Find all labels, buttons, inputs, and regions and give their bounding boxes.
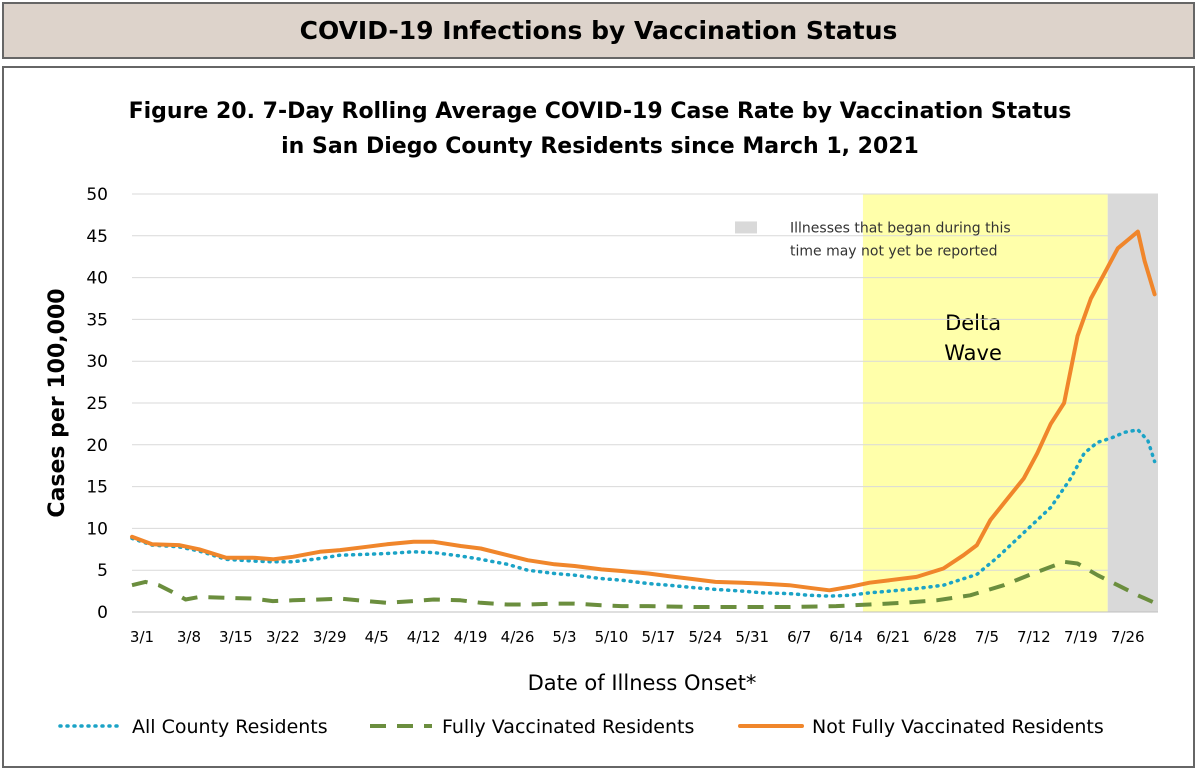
x-tick-label: 3/29 [313, 628, 347, 646]
legend: All County Residents Fully Vaccinated Res… [58, 716, 1104, 738]
region-label-delta: Delta [945, 311, 1001, 335]
y-tick-label: 20 [86, 436, 108, 456]
x-tick-label: 7/26 [1111, 628, 1145, 646]
x-tick-label: 4/19 [454, 628, 488, 646]
y-tick-label: 30 [86, 352, 108, 372]
x-tick-label: 7/5 [975, 628, 999, 646]
x-tick-label: 3/15 [219, 628, 253, 646]
series-line-2 [131, 559, 1156, 609]
annotation-text: Illnesses that began during this [790, 220, 1011, 236]
x-axis-title: Date of Illness Onset* [528, 671, 757, 695]
y-tick-label: 0 [97, 603, 108, 623]
x-tick-label: 6/28 [923, 628, 957, 646]
y-tick-label: 40 [86, 269, 108, 289]
series-lines [130, 229, 1157, 609]
banner: COVID-19 Infections by Vaccination Statu… [2, 2, 1195, 59]
series-line-1 [130, 428, 1157, 598]
x-tick-label: 5/17 [642, 628, 676, 646]
y-tick-label: 50 [86, 185, 108, 205]
x-tick-label: 7/19 [1064, 628, 1098, 646]
x-tick-label: 5/10 [595, 628, 629, 646]
annotation-swatch [735, 221, 757, 234]
x-tick-label: 3/22 [266, 628, 300, 646]
legend-label-1: All County Residents [132, 716, 328, 738]
legend-label-2: Fully Vaccinated Residents [442, 716, 694, 738]
series-line-3 [130, 229, 1157, 593]
legend-label-3: Not Fully Vaccinated Residents [812, 716, 1104, 738]
banner-title: COVID-19 Infections by Vaccination Statu… [299, 16, 898, 45]
x-tick-label: 5/24 [688, 628, 722, 646]
y-tick-label: 15 [86, 478, 108, 498]
y-tick-label: 5 [97, 561, 108, 581]
chart-subtitle: in San Diego County Residents since Marc… [281, 134, 919, 159]
annotation-text: time may not yet be reported [790, 243, 997, 259]
y-tick-label: 35 [86, 310, 108, 330]
annotation: Illnesses that began during this time may… [735, 220, 1011, 259]
x-tick-label: 5/31 [735, 628, 769, 646]
y-axis-title: Cases per 100,000 [45, 288, 70, 517]
x-tick-label: 3/1 [130, 628, 154, 646]
x-tick-label: 6/14 [829, 628, 863, 646]
y-tick-label: 45 [86, 227, 108, 247]
y-tick-label: 10 [86, 519, 108, 539]
x-tick-label: 6/21 [876, 628, 910, 646]
x-tick-label: 4/5 [365, 628, 389, 646]
x-tick-label: 6/7 [787, 628, 811, 646]
x-tick-label: 7/12 [1017, 628, 1051, 646]
chart-title: Figure 20. 7-Day Rolling Average COVID-1… [129, 99, 1072, 124]
x-tick-labels: 3/1 3/8 3/15 3/22 3/29 4/5 4/12 4/19 4/26 5/3 5/10… [130, 628, 1145, 646]
y-tick-label: 25 [86, 394, 108, 414]
x-tick-label: 3/8 [177, 628, 201, 646]
x-tick-label: 4/12 [407, 628, 441, 646]
x-tick-label: 5/3 [552, 628, 576, 646]
y-tick-labels: 0 5 10 15 20 25 30 35 40 45 50 [86, 185, 108, 623]
x-tick-label: 4/26 [501, 628, 535, 646]
